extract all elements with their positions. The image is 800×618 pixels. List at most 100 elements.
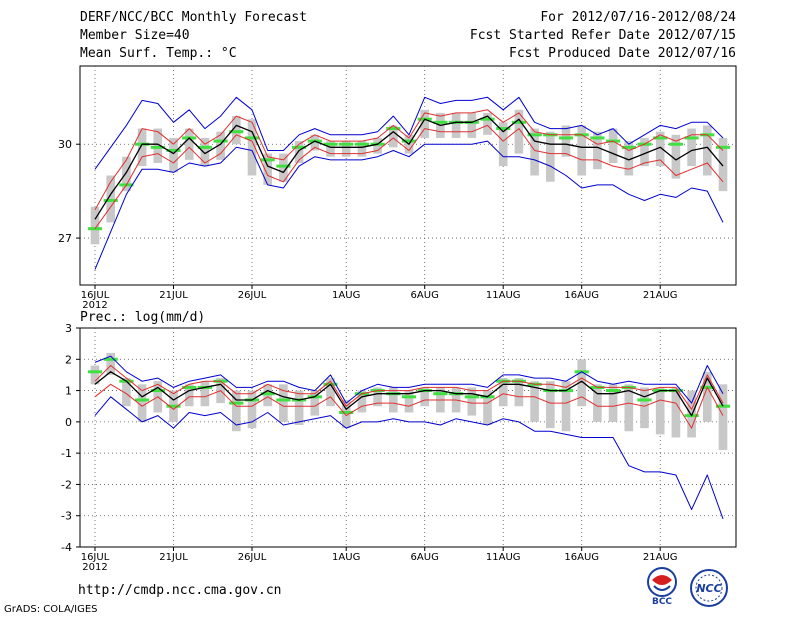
member-range-bar xyxy=(373,137,382,154)
member-range-bar xyxy=(561,125,571,157)
y-tick-label: -2 xyxy=(61,478,72,491)
member-range-bar xyxy=(655,131,665,167)
ncc-logo: NCC xyxy=(690,569,728,607)
minus-std-line xyxy=(94,124,724,229)
member-range-bar xyxy=(718,384,728,451)
member-range-bar xyxy=(608,384,618,422)
chart-title: DERF/NCC/BCC Monthly Forecast xyxy=(80,10,307,25)
member-range-bar xyxy=(106,175,116,223)
x-tick-label: 6AUG xyxy=(411,552,439,563)
member-range-bar xyxy=(90,206,100,245)
member-range-bar xyxy=(341,141,351,157)
y-tick-label: 1 xyxy=(65,385,72,398)
member-range-bar xyxy=(514,378,524,407)
y-tick-label: -4 xyxy=(61,541,72,554)
x-tick-year-label: 2012 xyxy=(82,300,107,311)
x-tick-label: 16JUL xyxy=(81,552,110,563)
member-range-bar xyxy=(137,128,147,167)
member-range-bar xyxy=(561,381,571,432)
member-range-bar xyxy=(263,384,273,407)
member-range-bar xyxy=(357,390,367,413)
member-range-bar xyxy=(373,387,382,407)
member-range-bar xyxy=(483,112,492,135)
member-range-bar xyxy=(420,387,430,407)
y-tick-label: 3 xyxy=(65,322,72,335)
member-range-bar xyxy=(624,141,634,176)
member-range-bar xyxy=(279,153,288,182)
bcc-logo: BCC xyxy=(647,567,677,606)
x-tick-label: 21AUG xyxy=(643,290,678,301)
member-size-label: Member Size=40 xyxy=(80,28,190,43)
member-range-bar xyxy=(310,390,320,416)
member-range-bar xyxy=(483,390,492,425)
ensemble-mean-line xyxy=(94,115,724,220)
x-tick-label: 21JUL xyxy=(159,290,188,301)
member-range-bar xyxy=(341,399,351,429)
member-range-bar xyxy=(357,141,367,157)
member-range-bar xyxy=(467,112,477,138)
ensemble-mean-line xyxy=(94,371,724,417)
member-range-bar xyxy=(404,390,414,413)
max-line xyxy=(94,96,724,170)
min-line xyxy=(94,396,724,519)
variable-label: Mean Surf. Temp.: °C xyxy=(80,46,237,61)
member-range-bar xyxy=(498,122,508,167)
member-range-bar xyxy=(184,384,194,407)
y-tick-label: 0 xyxy=(65,416,72,429)
member-range-bar xyxy=(294,390,304,425)
member-range-bar xyxy=(247,119,257,176)
member-range-bar xyxy=(577,359,587,407)
plus-std-line xyxy=(94,109,724,211)
member-range-bar xyxy=(593,384,602,422)
member-range-bar xyxy=(200,381,210,407)
member-range-bar xyxy=(498,378,508,407)
member-range-bar xyxy=(137,384,147,422)
member-range-bar xyxy=(231,116,241,145)
member-range-bar xyxy=(200,137,210,167)
minus-std-line xyxy=(94,383,724,429)
member-range-bar xyxy=(451,112,461,138)
member-range-bar xyxy=(420,109,430,138)
y-tick-label: 27 xyxy=(58,232,72,245)
member-range-bar xyxy=(388,125,398,148)
member-range-bar xyxy=(247,390,257,429)
member-range-bar xyxy=(184,128,194,160)
member-range-bar xyxy=(671,134,681,179)
source-url: http://cmdp.ncc.cma.gov.cn xyxy=(78,583,282,598)
y-tick-label: -1 xyxy=(61,447,72,460)
x-tick-label: 26JUL xyxy=(238,290,267,301)
member-range-bar xyxy=(263,153,273,185)
member-range-bar xyxy=(310,134,320,151)
forecast-range-label: For 2012/07/16-2012/08/24 xyxy=(540,10,736,25)
member-range-bar xyxy=(326,378,335,407)
member-range-bar xyxy=(153,128,163,163)
member-range-bar xyxy=(702,125,712,176)
member-range-bar xyxy=(169,137,178,173)
y-tick-label: 30 xyxy=(58,138,72,151)
member-range-bar xyxy=(279,384,288,422)
member-range-bar xyxy=(216,131,225,160)
member-range-bar xyxy=(687,128,696,167)
member-range-bar xyxy=(106,353,116,375)
member-range-bar xyxy=(326,141,335,157)
plus-std-line xyxy=(94,365,724,410)
x-tick-label: 11AUG xyxy=(486,552,521,563)
precipitation-title: Prec.: log(mm/d) xyxy=(80,310,205,325)
member-range-bar xyxy=(231,390,241,432)
ncc-logo-text: NCC xyxy=(696,582,721,595)
x-tick-label: 16JUL xyxy=(81,290,110,301)
x-tick-label: 16AUG xyxy=(564,552,599,563)
x-tick-label: 11AUG xyxy=(486,290,521,301)
member-range-bar xyxy=(655,387,665,435)
produced-date-label: Fcst Produced Date 2012/07/16 xyxy=(509,46,736,61)
x-tick-label: 1AUG xyxy=(332,290,360,301)
member-range-bar xyxy=(702,371,712,422)
x-tick-label: 6AUG xyxy=(411,290,439,301)
x-tick-label: 16AUG xyxy=(564,290,599,301)
x-tick-label: 21JUL xyxy=(159,552,188,563)
y-tick-label: -3 xyxy=(61,510,72,523)
member-range-bar xyxy=(122,378,131,407)
